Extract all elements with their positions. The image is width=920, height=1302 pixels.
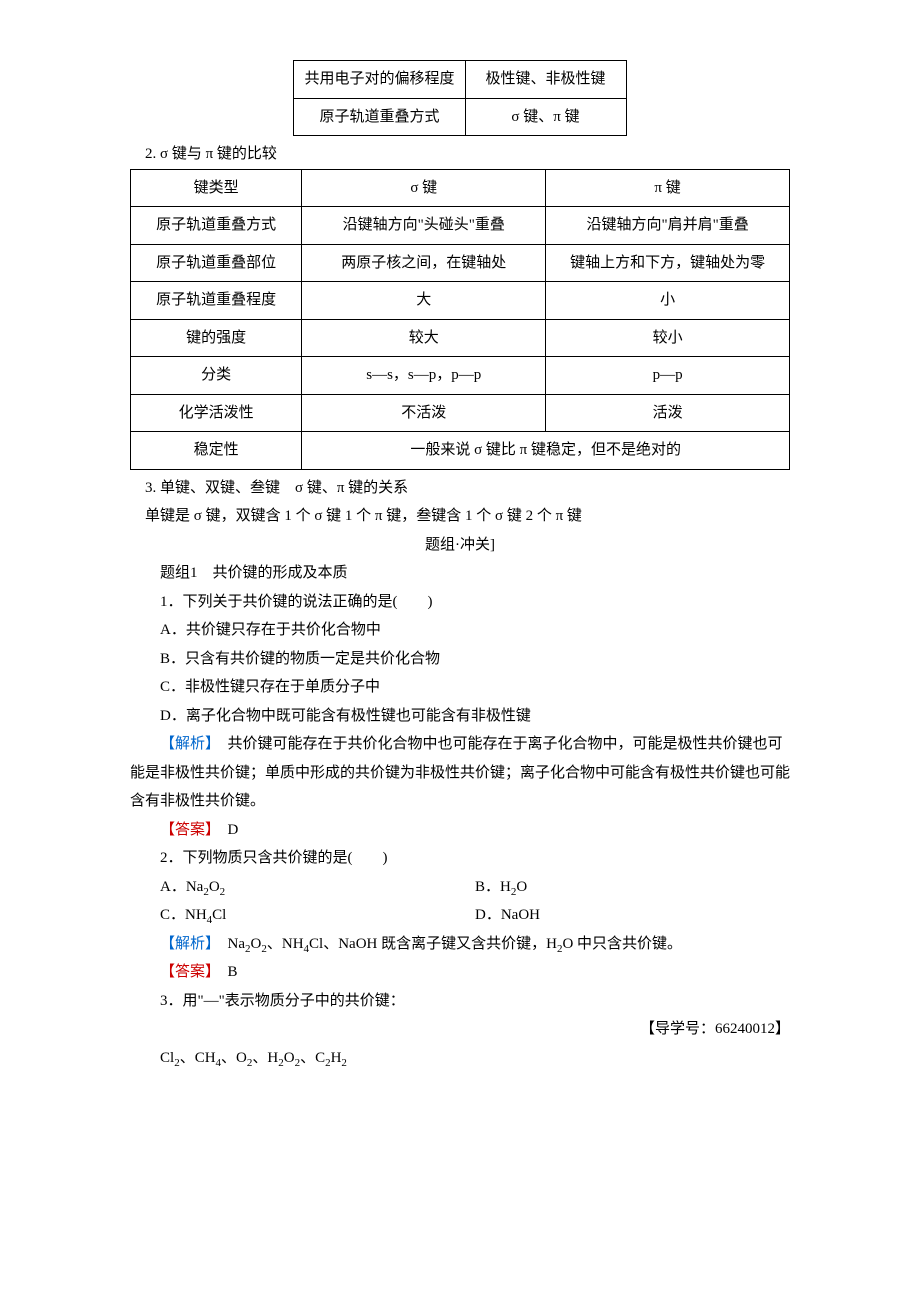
q3-substance-list: Cl2、CH4、O2、H2O2、C2H2 (130, 1044, 790, 1073)
q3-stem: 3．用"—"表示物质分子中的共价键： (130, 987, 790, 1016)
header-cell: π 键 (546, 169, 790, 207)
cell: 原子轨道重叠方式 (294, 98, 465, 136)
q2-opt-b: B．H2O (475, 873, 790, 902)
answer-text: D (213, 822, 239, 838)
section-3-title: 3. 单键、双键、叁键 σ 键、π 键的关系 (130, 474, 790, 503)
q1-opt-a: A．共价键只存在于共价化合物中 (130, 616, 790, 645)
table-row: 原子轨道重叠方式 σ 键、π 键 (294, 98, 626, 136)
group-divider: 题组·冲关] (130, 531, 790, 560)
q2-options: A．Na2O2 B．H2O C．NH4Cl D．NaOH (130, 873, 790, 930)
q1-explanation: 【解析】 共价键可能存在于共价化合物中也可能存在于离子化合物中，可能是极性共价键… (130, 730, 790, 816)
cell: σ 键、π 键 (465, 98, 626, 136)
q2-answer: 【答案】 B (130, 958, 790, 987)
cell: 极性键、非极性键 (465, 61, 626, 99)
q1-opt-d: D．离子化合物中既可能含有极性键也可能含有非极性键 (130, 702, 790, 731)
q2-stem: 2．下列物质只含共价键的是( ) (130, 844, 790, 873)
q2-opt-d: D．NaOH (475, 901, 790, 930)
cell: 共用电子对的偏移程度 (294, 61, 465, 99)
header-cell: σ 键 (302, 169, 546, 207)
table-classification: 共用电子对的偏移程度 极性键、非极性键 原子轨道重叠方式 σ 键、π 键 (293, 60, 626, 136)
merged-cell: 一般来说 σ 键比 π 键稳定，但不是绝对的 (302, 432, 790, 470)
explanation-text: 共价键可能存在于共价化合物中也可能存在于离子化合物中，可能是极性共价键也可能是非… (130, 736, 790, 809)
answer-text: B (213, 964, 238, 980)
q1-opt-b: B．只含有共价键的物质一定是共价化合物 (130, 645, 790, 674)
header-cell: 键类型 (131, 169, 302, 207)
q1-opt-c: C．非极性键只存在于单质分子中 (130, 673, 790, 702)
explanation-label: 【解析】 (160, 736, 213, 752)
group-1-title: 题组1 共价键的形成及本质 (130, 559, 790, 588)
table-sigma-pi-compare: 键类型 σ 键 π 键 原子轨道重叠方式沿键轴方向"头碰头"重叠沿键轴方向"肩并… (130, 169, 790, 470)
cell: 稳定性 (131, 432, 302, 470)
q3-reference: 【导学号：66240012】 (130, 1015, 790, 1044)
table-header-row: 键类型 σ 键 π 键 (131, 169, 790, 207)
explanation-label: 【解析】 (160, 936, 213, 952)
section-3-body: 单键是 σ 键，双键含 1 个 σ 键 1 个 π 键，叁键含 1 个 σ 键 … (130, 502, 790, 531)
answer-label: 【答案】 (160, 964, 213, 980)
section-2-title: 2. σ 键与 π 键的比较 (130, 140, 790, 169)
table-row: 共用电子对的偏移程度 极性键、非极性键 (294, 61, 626, 99)
q1-stem: 1．下列关于共价键的说法正确的是( ) (130, 588, 790, 617)
q2-opt-a: A．Na2O2 (160, 873, 475, 902)
q2-opt-c: C．NH4Cl (160, 901, 475, 930)
answer-label: 【答案】 (160, 822, 213, 838)
q1-answer: 【答案】 D (130, 816, 790, 845)
q2-explanation: 【解析】 Na2O2、NH4Cl、NaOH 既含离子键又含共价键，H2O 中只含… (130, 930, 790, 959)
table-row-merged: 稳定性 一般来说 σ 键比 π 键稳定，但不是绝对的 (131, 432, 790, 470)
